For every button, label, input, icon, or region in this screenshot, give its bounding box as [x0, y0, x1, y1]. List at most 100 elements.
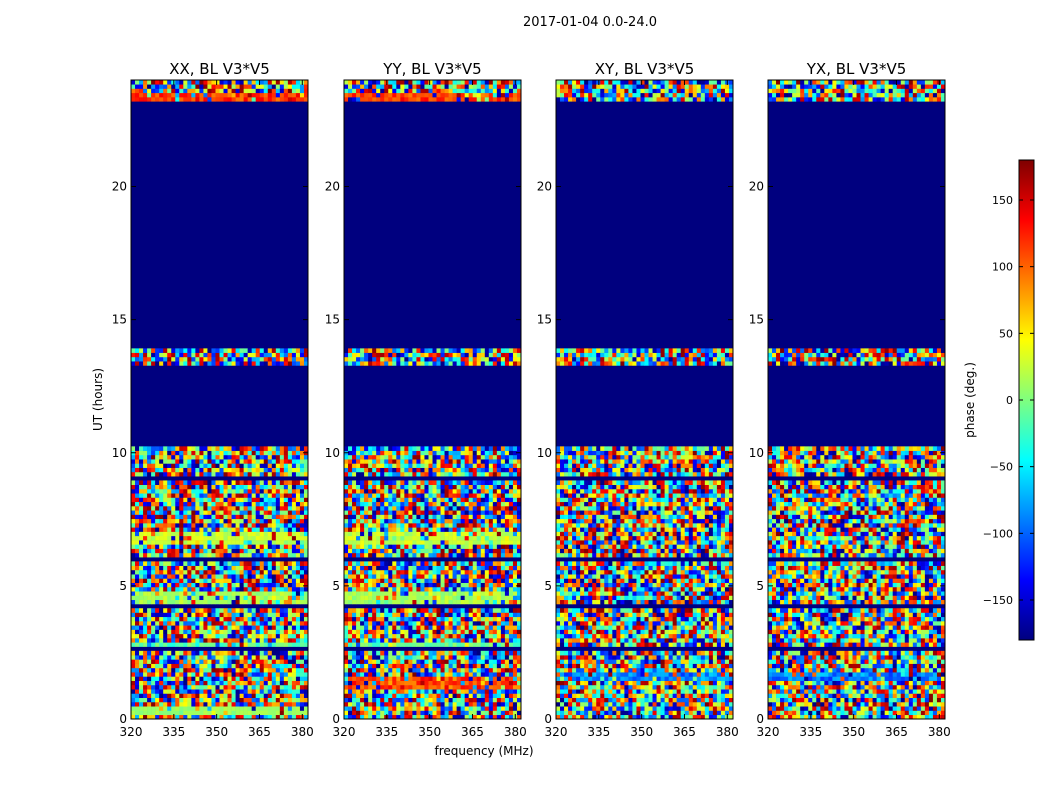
heatmap-cell: [159, 629, 164, 635]
heatmap-cell: [143, 463, 148, 468]
heatmap-cell: [416, 582, 421, 588]
heatmap-cell: [267, 450, 273, 456]
heatmap-cell: [364, 582, 369, 588]
heatmap-cell: [516, 565, 522, 571]
heatmap-cell: [207, 578, 212, 583]
heatmap-cell: [131, 540, 136, 545]
heatmap-cell: [187, 484, 192, 490]
heatmap-cell: [195, 348, 200, 353]
heatmap-cell: [408, 531, 413, 537]
heatmap-cell: [167, 667, 172, 673]
heatmap-cell: [444, 535, 449, 541]
heatmap-cell: [344, 638, 349, 643]
heatmap-cell: [287, 552, 293, 558]
heatmap-cell: [295, 450, 301, 456]
heatmap-cell: [187, 361, 192, 366]
heatmap-cell: [171, 459, 176, 464]
heatmap-cell: [219, 582, 224, 588]
heatmap-cell: [235, 361, 240, 366]
heatmap-cell: [243, 574, 248, 579]
heatmap-cell: [239, 578, 244, 583]
heatmap-cell: [295, 535, 301, 541]
heatmap-cell: [448, 523, 453, 528]
heatmap-cell: [151, 578, 156, 583]
heatmap-cell: [203, 552, 208, 558]
heatmap-cell: [508, 569, 514, 575]
heatmap-cell: [271, 80, 277, 85]
heatmap-cell: [215, 501, 220, 507]
heatmap-cell: [199, 454, 204, 460]
heatmap-cell: [259, 514, 265, 520]
heatmap-cell: [231, 493, 236, 498]
heatmap-cell: [344, 616, 349, 622]
heatmap-cell: [211, 446, 216, 451]
heatmap-cell: [456, 621, 461, 626]
heatmap-cell: [512, 616, 518, 622]
heatmap-cell: [255, 459, 261, 464]
heatmap-cell: [500, 523, 506, 528]
heatmap-cell: [396, 621, 401, 626]
heatmap-cell: [183, 612, 188, 618]
heatmap-cell: [516, 591, 522, 596]
heatmap-cell: [468, 629, 474, 635]
heatmap-cell: [143, 689, 148, 694]
heatmap-cell: [384, 591, 389, 596]
heatmap-cell: [187, 561, 192, 566]
heatmap-cell: [291, 650, 297, 656]
heatmap-cell: [287, 97, 293, 102]
heatmap-cell: [400, 548, 405, 554]
heatmap-cell: [259, 518, 265, 524]
heatmap-cell: [223, 540, 228, 545]
heatmap-cell: [179, 531, 184, 537]
heatmap-cell: [295, 510, 301, 515]
heatmap-cell: [191, 710, 196, 716]
heatmap-cell: [372, 655, 377, 660]
heatmap-cell: [223, 561, 228, 566]
heatmap-cell: [456, 612, 461, 618]
heatmap-cell: [155, 548, 160, 554]
heatmap-cell: [480, 672, 486, 677]
heatmap-cell: [444, 548, 449, 554]
heatmap-cell: [223, 574, 228, 579]
heatmap-cell: [235, 650, 240, 656]
heatmap-cell: [444, 710, 449, 716]
heatmap-cell: [480, 689, 486, 694]
heatmap-cell: [440, 659, 445, 664]
heatmap-cell: [135, 595, 140, 601]
heatmap-cell: [263, 569, 269, 575]
heatmap-cell: [163, 450, 168, 456]
heatmap-cell: [191, 578, 196, 583]
heatmap-cell: [179, 642, 184, 647]
heatmap-cell: [255, 701, 261, 707]
heatmap-cell: [299, 701, 305, 707]
heatmap-cell: [424, 625, 429, 630]
heatmap-cell: [207, 638, 212, 643]
heatmap-cell: [472, 633, 478, 639]
heatmap-cell: [444, 591, 449, 596]
heatmap-cell: [151, 582, 156, 588]
heatmap-cell: [412, 578, 417, 583]
heatmap-cell: [295, 80, 301, 85]
heatmap-cell: [195, 586, 200, 592]
heatmap-cell: [267, 97, 273, 102]
heatmap-cell: [159, 352, 164, 358]
heatmap-cell: [348, 633, 353, 639]
heatmap-cell: [259, 80, 265, 85]
heatmap-cell: [456, 689, 461, 694]
heatmap-cell: [231, 497, 236, 503]
heatmap-cell: [239, 514, 244, 520]
heatmap-cell: [151, 697, 156, 703]
heatmap-cell: [183, 595, 188, 601]
heatmap-cell: [191, 493, 196, 498]
heatmap-cell: [227, 676, 232, 681]
heatmap-cell: [472, 535, 478, 541]
heatmap-cell: [231, 80, 236, 85]
heatmap-cell: [171, 591, 176, 596]
heatmap-cell: [159, 459, 164, 464]
heatmap-cell: [356, 693, 361, 698]
heatmap-cell: [151, 599, 156, 605]
heatmap-cell: [440, 650, 445, 656]
heatmap-cell: [440, 706, 445, 711]
heatmap-cell: [448, 650, 453, 656]
heatmap-cell: [356, 714, 361, 720]
